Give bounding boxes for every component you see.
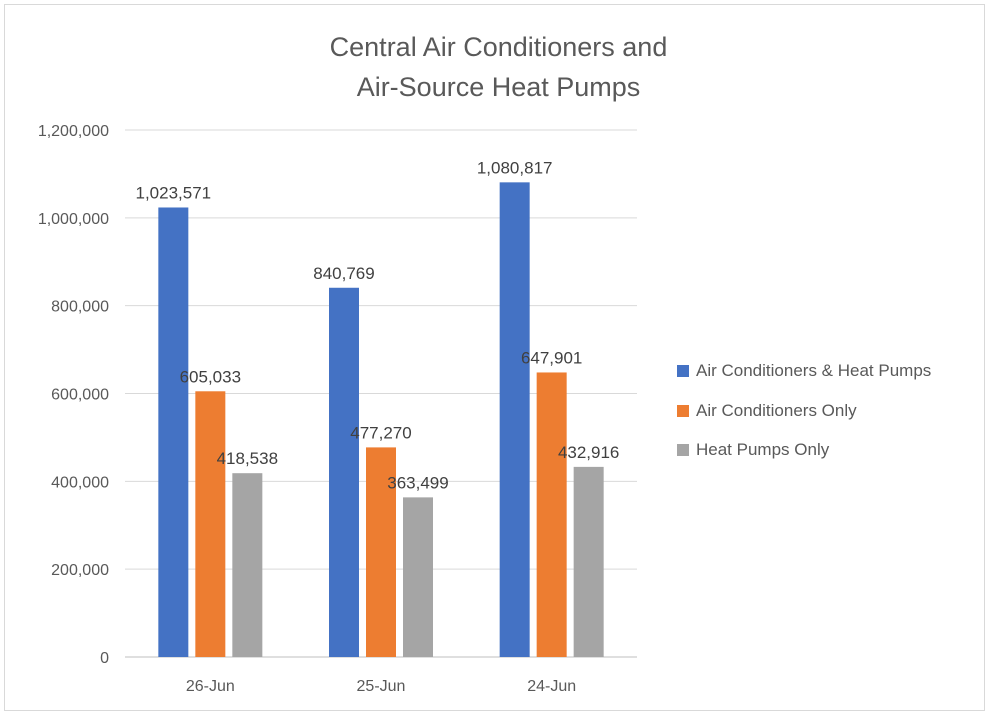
chart-title: Central Air Conditioners and Air-Source … <box>255 27 742 107</box>
legend-item: Heat Pumps Only <box>677 440 931 460</box>
legend-label: Air Conditioners Only <box>696 400 857 420</box>
bar-3-1 <box>232 473 263 657</box>
data-label: 840,769 <box>313 264 374 283</box>
legend-label: Heat Pumps Only <box>696 440 830 459</box>
x-tick-label: 24-Jun <box>527 678 576 695</box>
y-tick-label: 800,000 <box>51 299 109 316</box>
data-label: 432,916 <box>558 443 619 462</box>
bar-chart-plot: 0 200,000 400,000 600,000 800,000 1,000,000 1,… <box>38 123 637 695</box>
legend-swatch <box>677 444 689 456</box>
legend-label: Air Conditioners & Heat Pumps <box>696 361 932 380</box>
bar-3-3 <box>573 466 604 657</box>
data-label: 1,023,571 <box>136 183 212 202</box>
data-label: 605,033 <box>180 367 241 386</box>
legend-swatch <box>677 404 689 417</box>
bar-2-3 <box>536 372 567 657</box>
chart-legend: Air Conditioners & Heat Pumps Air Conditi… <box>677 361 931 480</box>
data-label: 418,538 <box>217 449 278 468</box>
chart-frame: Central Air Conditioners and Air-Source … <box>4 4 985 711</box>
y-tick-label: 600,000 <box>51 387 109 404</box>
bar-3-2 <box>403 497 433 657</box>
legend-item: Air Conditioners & Heat Pumps <box>677 361 931 381</box>
legend-item: Air Conditioners Only <box>677 401 931 421</box>
chart-title-line-2: Air-Source Heat Pumps <box>356 72 641 102</box>
data-label: 363,499 <box>387 473 448 492</box>
bar-1-1 <box>158 207 189 657</box>
chart-title-line-1: Central Air Conditioners and <box>329 32 668 62</box>
bar-1-2 <box>329 287 359 657</box>
y-tick-label: 200,000 <box>51 562 109 579</box>
data-label: 1,080,817 <box>477 158 553 177</box>
bar-2-2 <box>366 447 396 657</box>
x-tick-label: 25-Jun <box>357 678 406 695</box>
y-tick-label: 400,000 <box>51 474 109 491</box>
bar-2-1 <box>195 391 226 657</box>
data-label: 477,270 <box>350 423 411 442</box>
x-tick-label: 26-Jun <box>186 678 235 695</box>
data-label: 647,901 <box>521 348 582 367</box>
y-tick-label: 1,000,000 <box>38 211 109 228</box>
legend-swatch <box>677 365 689 377</box>
y-tick-label: 0 <box>100 650 109 667</box>
y-tick-label: 1,200,000 <box>38 123 109 140</box>
bar-1-3 <box>499 182 530 658</box>
